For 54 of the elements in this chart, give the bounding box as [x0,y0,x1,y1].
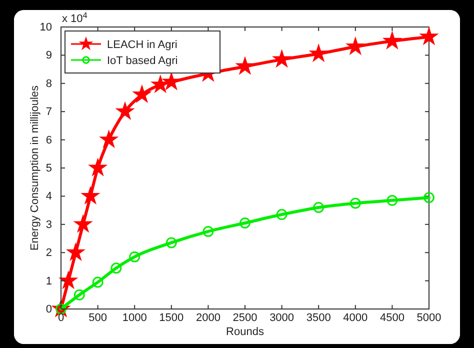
x-tick-label: 2000 [196,312,220,324]
point [100,131,118,147]
point [110,262,122,274]
point [134,86,150,102]
point [67,244,84,260]
point [60,272,77,288]
y-tick-label: 4 [46,190,52,203]
point [386,194,398,206]
point [420,28,438,44]
point [310,45,327,61]
point [74,289,85,300]
x-tick-label: 0 [58,312,64,324]
y-tick-label: 1 [46,275,52,288]
text: x 10$^{4}$ [62,10,88,25]
x-tick-label: 2500 [232,312,258,324]
y-tick-label: 9 [46,50,52,62]
point [82,188,99,204]
x-tick-label: 4000 [343,312,368,324]
y-tick-label: 3 [46,218,52,231]
y-axis-title: Energy Consumption in millijoules [29,84,41,251]
x-axis-title: Rounds [226,326,264,338]
y-tick-label: 5 [46,162,52,175]
point [163,73,180,90]
point [274,50,290,67]
y-tick-label: 0 [46,304,52,316]
legend-label: LEACH in Agri [107,39,178,51]
x-tick-label: 1500 [159,312,184,324]
point [92,276,104,288]
y-tick-label: 2 [46,247,52,260]
point [74,216,92,232]
point [236,58,254,74]
x-tick-label: 3500 [306,312,331,324]
point [350,198,361,209]
x-tick-label: 1000 [122,312,147,324]
x-tick-label: 5000 [416,312,442,324]
x-tick-label: 500 [88,312,107,324]
point [240,218,250,228]
y-tick-label: 10 [40,22,52,34]
point [129,251,140,262]
point [202,226,214,237]
point [347,38,364,54]
point [90,159,106,176]
legend-label: IoT based Agri [107,55,178,67]
point [276,209,288,220]
point [313,202,324,213]
y-tick-label: 6 [46,134,52,146]
point [424,192,434,204]
point [116,102,134,119]
y-tick-label: 7 [46,106,52,118]
point [166,237,177,248]
x-tick-label: 4500 [380,312,404,324]
point [384,32,400,48]
x-tick-label: 3000 [270,312,294,324]
y-tick-label: 8 [46,78,52,90]
